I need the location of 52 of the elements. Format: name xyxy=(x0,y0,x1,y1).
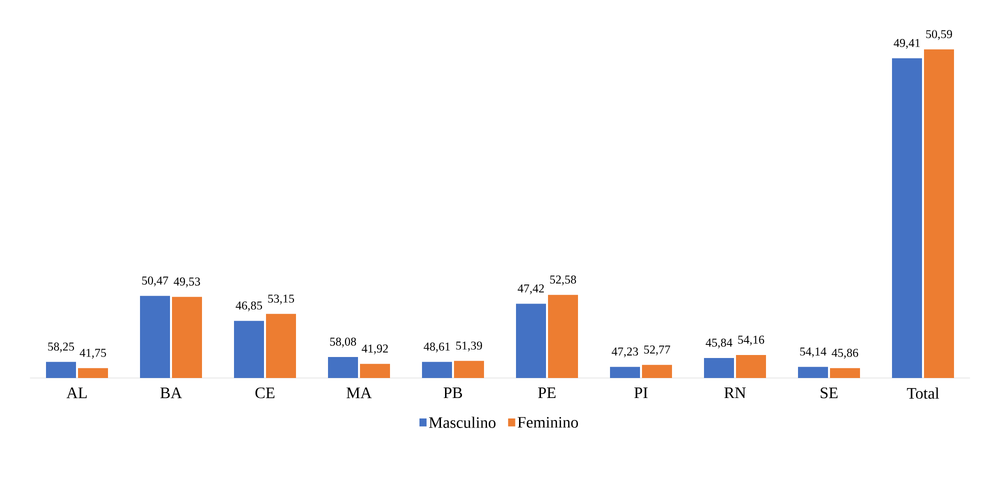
annotation: 58,25 xyxy=(48,342,74,352)
bar xyxy=(892,58,922,378)
bar xyxy=(422,362,452,378)
bar xyxy=(610,366,640,378)
x-tick-label: PB xyxy=(444,388,462,398)
x-tick-label: SE xyxy=(820,388,838,398)
bar xyxy=(360,364,390,378)
annotation: 49,53 xyxy=(174,278,200,288)
annotation: 47,42 xyxy=(518,284,544,294)
x-tick-label: AL xyxy=(66,388,87,398)
bar xyxy=(172,296,202,378)
annotation: 54,14 xyxy=(800,348,826,358)
annotation: 51,39 xyxy=(456,342,482,352)
annotation: 53,15 xyxy=(268,294,294,304)
legend-label: Feminino xyxy=(518,416,578,428)
bar xyxy=(516,304,546,378)
annotation: 54,16 xyxy=(738,336,764,346)
bar xyxy=(454,360,484,378)
annotation: 45,84 xyxy=(706,338,732,348)
bar xyxy=(642,364,672,378)
x-tick-label: CE xyxy=(255,388,274,398)
x-tick-label: RN xyxy=(724,388,746,398)
bar xyxy=(924,49,954,378)
legend-label: Masculino xyxy=(429,416,496,428)
bar xyxy=(704,358,734,378)
bar xyxy=(548,294,578,378)
annotation: 47,23 xyxy=(612,348,638,358)
annotation: 52,58 xyxy=(550,276,576,286)
annotation: 58,08 xyxy=(330,338,356,348)
annotation: 52,77 xyxy=(644,346,670,356)
x-tick-label: Total xyxy=(906,388,940,399)
bar xyxy=(78,368,108,378)
x-tick-label: PE xyxy=(538,388,556,398)
bar xyxy=(328,356,358,378)
annotation: 50,59 xyxy=(926,30,952,40)
bar xyxy=(234,320,264,378)
bar xyxy=(798,366,828,378)
annotation: 48,61 xyxy=(424,342,450,352)
x-tick-label: BA xyxy=(160,388,182,398)
bar xyxy=(266,314,296,378)
x-tick-label: PI xyxy=(634,388,648,398)
bar xyxy=(46,362,76,378)
annotation: 46,85 xyxy=(236,301,262,312)
x-tick-label: MA xyxy=(346,388,372,398)
annotation: 49,41 xyxy=(894,38,920,49)
bar xyxy=(140,296,170,378)
annotation: 45,86 xyxy=(832,348,858,359)
annotation: 41,75 xyxy=(80,348,106,359)
bar xyxy=(736,355,766,378)
annotation: 50,47 xyxy=(142,276,168,286)
bar xyxy=(830,368,860,378)
annotation: 41,92 xyxy=(362,344,388,354)
